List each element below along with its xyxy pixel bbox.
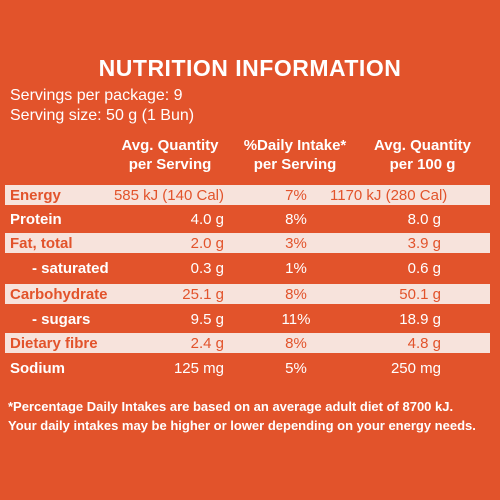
row-stripe xyxy=(5,233,490,253)
nutrient-name: - saturated xyxy=(32,260,109,277)
footnote-line: Your daily intakes may be higher or lowe… xyxy=(8,418,476,433)
column-header-avg-serving: Avg. Quantity per Serving xyxy=(95,136,245,174)
column-header-line: per 100 g xyxy=(389,156,456,173)
nutrient-name: - sugars xyxy=(32,311,91,328)
per-100g-value: 8.0 g xyxy=(407,211,441,228)
daily-intake-value: 8% xyxy=(285,335,307,352)
row-stripe xyxy=(5,284,490,304)
per-100g-value: 1170 kJ (280 Cal) xyxy=(330,187,448,204)
table-row-protein: Protein 4.0 g 8% 8.0 g xyxy=(0,207,500,232)
per-100g-value: 18.9 g xyxy=(399,311,441,328)
column-header-line: Avg. Quantity xyxy=(121,137,219,154)
table-row-sodium: Sodium 125 mg 5% 250 mg xyxy=(0,356,500,381)
column-header-avg-100g: Avg. Quantity per 100 g xyxy=(345,136,500,174)
daily-intake-value: 8% xyxy=(285,211,307,228)
per-serving-value: 25.1 g xyxy=(182,286,224,303)
table-row-carbohydrate: Carbohydrate 25.1 g 8% 50.1 g xyxy=(0,282,500,307)
per-serving-value: 2.4 g xyxy=(190,335,224,352)
table-row-dietary-fibre: Dietary fibre 2.4 g 8% 4.8 g xyxy=(0,331,500,356)
footnote-line: *Percentage Daily Intakes are based on a… xyxy=(8,399,454,414)
per-serving-value: 4.0 g xyxy=(190,211,224,228)
daily-intake-value: 8% xyxy=(285,286,307,303)
daily-intake-value: 11% xyxy=(281,311,311,328)
table-row-fat-total: Fat, total 2.0 g 3% 3.9 g xyxy=(0,231,500,256)
panel-title: NUTRITION INFORMATION xyxy=(98,55,402,81)
nutrient-name: Fat, total xyxy=(10,235,73,252)
nutrient-name: Carbohydrate xyxy=(10,286,108,303)
column-header-daily-intake: %Daily Intake* per Serving xyxy=(225,136,365,174)
per-100g-value: 250 mg xyxy=(390,360,441,377)
per-serving-value: 125 mg xyxy=(173,360,224,377)
serving-size: Serving size: 50 g (1 Bun) xyxy=(10,107,195,124)
per-serving-value: 0.3 g xyxy=(190,260,224,277)
column-header-line: %Daily Intake* xyxy=(243,137,347,154)
daily-intake-value: 3% xyxy=(285,235,307,252)
table-row-energy: Energy 585 kJ (140 Cal) 7% 1170 kJ (280 … xyxy=(0,183,500,208)
column-header-line: per Serving xyxy=(128,156,212,173)
daily-intake-value: 7% xyxy=(285,187,307,204)
row-stripe xyxy=(5,333,490,353)
daily-intake-value: 5% xyxy=(285,360,307,377)
daily-intake-value: 1% xyxy=(285,260,307,277)
per-100g-value: 50.1 g xyxy=(399,286,441,303)
column-header-line: Avg. Quantity xyxy=(374,137,471,154)
row-stripe xyxy=(5,185,490,205)
nutrient-name: Sodium xyxy=(10,360,65,377)
per-100g-value: 4.8 g xyxy=(407,335,441,352)
nutrient-name: Protein xyxy=(10,211,62,228)
servings-per-package: Servings per package: 9 xyxy=(10,87,183,104)
table-row-saturated: - saturated 0.3 g 1% 0.6 g xyxy=(0,256,500,281)
nutrient-name: Dietary fibre xyxy=(10,335,98,352)
column-header-line: per Serving xyxy=(253,156,337,173)
per-100g-value: 0.6 g xyxy=(407,260,441,277)
table-row-sugars: - sugars 9.5 g 11% 18.9 g xyxy=(0,307,500,332)
per-serving-value: 9.5 g xyxy=(190,311,224,328)
per-serving-value: 2.0 g xyxy=(190,235,224,252)
nutrient-name: Energy xyxy=(10,187,61,204)
per-serving-value: 585 kJ (140 Cal) xyxy=(113,187,224,204)
per-100g-value: 3.9 g xyxy=(407,235,441,252)
